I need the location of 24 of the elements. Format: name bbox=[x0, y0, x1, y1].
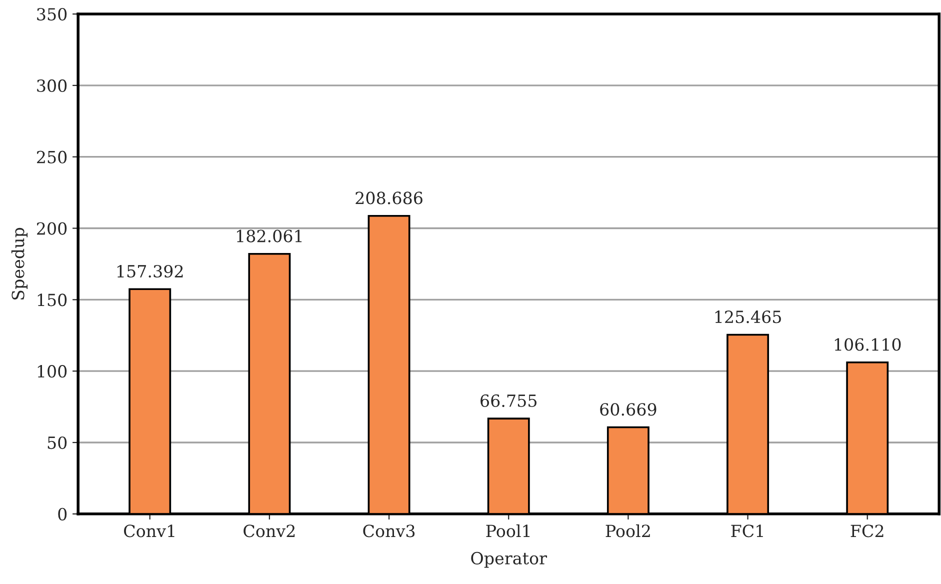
data-label: 125.465 bbox=[715, 310, 781, 324]
x-tick-label: FC2 bbox=[850, 524, 884, 538]
data-label: 182.061 bbox=[237, 230, 302, 242]
y-axis-title: Speedup bbox=[11, 228, 28, 300]
x-tick-label: Conv1 bbox=[124, 524, 174, 538]
x-tick-label: Conv2 bbox=[244, 524, 295, 538]
y-tick-label: 100 bbox=[38, 365, 67, 378]
x-tick-label: Pool2 bbox=[606, 524, 650, 538]
y-tick-label: 300 bbox=[37, 79, 67, 92]
y-tick-label: 200 bbox=[37, 222, 67, 235]
y-tick-label: 350 bbox=[37, 8, 67, 21]
data-label: 66.755 bbox=[480, 394, 536, 408]
data-label: 208.686 bbox=[356, 192, 422, 204]
data-label: 106.110 bbox=[834, 338, 901, 351]
x-tick-label: FC1 bbox=[731, 524, 763, 538]
x-tick-label: Conv3 bbox=[363, 524, 415, 538]
y-tick-label: 0 bbox=[58, 508, 67, 520]
data-label: 157.392 bbox=[117, 264, 183, 278]
data-label: 60.669 bbox=[600, 403, 656, 416]
y-tick-label: 50 bbox=[48, 436, 67, 450]
x-axis-title: Operator bbox=[471, 552, 548, 568]
x-tick-label: Pool1 bbox=[486, 524, 530, 538]
y-tick-label: 250 bbox=[37, 150, 67, 164]
y-tick-label: 150 bbox=[38, 294, 67, 306]
